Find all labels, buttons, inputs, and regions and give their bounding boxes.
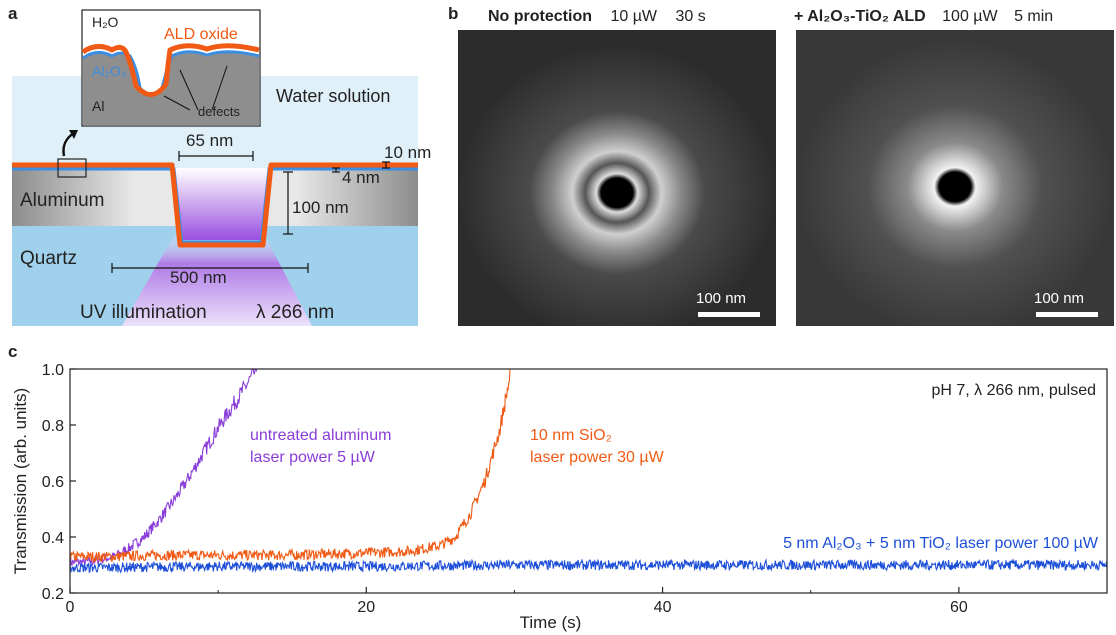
x-tick-label-2: 40 [654, 599, 672, 616]
defect-inset [81, 9, 261, 127]
micrograph-left-time: 30 s [675, 8, 706, 25]
water-solution-label: Water solution [276, 86, 391, 106]
micrograph-right-time: 5 min [1014, 8, 1054, 25]
x-tick-label-3: 60 [950, 599, 968, 616]
ald-oxide-layer [12, 162, 418, 248]
micrograph-ald-protected: + Al₂O₃-TiO₂ ALD 100 µW 5 min 100 nm [794, 8, 1114, 326]
x-axis-label: Time (s) [520, 613, 582, 632]
wavelength-label: λ 266 nm [256, 302, 335, 323]
inset-h2o-label: H₂O [92, 14, 119, 30]
micrograph-left-scalebar [698, 312, 760, 317]
x-tick-label-1: 20 [357, 599, 375, 616]
chart-annotation: pH 7, λ 266 nm, pulsed [931, 382, 1096, 399]
panel-b-letter: b [448, 4, 459, 23]
y-axis-label: Transmission (arb. units) [11, 388, 30, 574]
y-tick-label-4: 1.0 [42, 362, 64, 379]
inset-al2o3-label: Al₂O₃ [92, 63, 127, 79]
depth-100-label: 100 nm [292, 198, 349, 217]
micrograph-right-title: + Al₂O₃-TiO₂ ALD 100 µW 5 min [794, 8, 1053, 26]
series-label-1-0: 10 nm SiO₂ [530, 427, 612, 444]
micrograph-left-image [458, 30, 776, 326]
y-tick-label-2: 0.6 [42, 474, 64, 491]
quartz-label: Quartz [20, 248, 78, 269]
zoom-arrow-head-icon [69, 130, 78, 139]
y-tick-label-0: 0.2 [42, 586, 64, 603]
y-tick-label-1: 0.4 [42, 530, 64, 547]
width-65-label: 65 nm [186, 131, 234, 150]
inset-defects-label: defects [198, 104, 240, 119]
series-line-1 [69, 368, 512, 564]
thick-10-label: 10 nm [384, 143, 432, 162]
micrograph-left-title: No protection 10 µW 30 s [488, 8, 706, 26]
series-label-2-0: 5 nm Al₂O₃ + 5 nm TiO₂ laser power 100 µ… [783, 535, 1099, 552]
inset-ald-oxide-label: ALD oxide [164, 26, 238, 43]
series-line-0 [69, 368, 258, 568]
panel-c-letter: c [8, 342, 18, 361]
uv-beam [122, 230, 312, 326]
uv-illumination-label: UV illumination [80, 302, 207, 323]
micrograph-right-scale-label: 100 nm [1034, 290, 1085, 307]
series-label-0-1: laser power 5 µW [250, 449, 376, 466]
aluminum-label: Aluminum [20, 190, 105, 211]
series-label-0-0: untreated aluminum [250, 427, 391, 444]
thick-4-label: 4 nm [342, 168, 380, 187]
panel-a-letter: a [8, 4, 18, 23]
width-500-label: 500 nm [170, 268, 227, 287]
series-label-1-1: laser power 30 µW [530, 449, 665, 466]
al2o3-layer [12, 167, 418, 244]
aperture-hole [175, 168, 268, 240]
micrograph-left-power: 10 µW [610, 8, 658, 25]
micrograph-right-power: 100 µW [942, 8, 998, 25]
aluminum-nanoaperture-schematic [12, 9, 418, 326]
zoom-box [57, 158, 87, 178]
micrograph-left-scale-label: 100 nm [696, 290, 747, 307]
micrograph-left-title-bold: No protection [488, 8, 592, 25]
series-line-2 [69, 558, 1108, 574]
micrograph-no-protection: No protection 10 µW 30 s 100 nm [458, 8, 776, 326]
micrograph-right-scalebar [1036, 312, 1098, 317]
micrograph-right-image [796, 30, 1114, 326]
micrograph-right-title-bold: + Al₂O₃-TiO₂ ALD [794, 8, 926, 25]
x-tick-label-0: 0 [66, 599, 75, 616]
y-tick-label-3: 0.8 [42, 418, 64, 435]
inset-al-label: Al [92, 98, 105, 114]
